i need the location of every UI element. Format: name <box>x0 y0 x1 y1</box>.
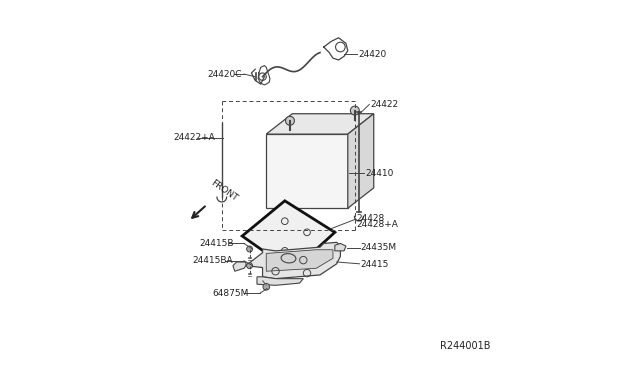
Text: 24415B: 24415B <box>200 239 234 248</box>
Text: 24428+A: 24428+A <box>356 221 398 230</box>
Polygon shape <box>266 250 333 271</box>
Polygon shape <box>242 201 335 271</box>
Text: 24428: 24428 <box>356 214 385 223</box>
Polygon shape <box>246 242 340 279</box>
Text: 24422+A: 24422+A <box>173 133 215 142</box>
Text: 24420C: 24420C <box>207 70 241 78</box>
Circle shape <box>350 106 359 115</box>
Text: 24420: 24420 <box>358 50 387 59</box>
Text: FRONT: FRONT <box>209 179 239 203</box>
Polygon shape <box>266 114 374 134</box>
Text: R244001B: R244001B <box>440 341 490 351</box>
Polygon shape <box>348 114 374 208</box>
Circle shape <box>285 116 294 125</box>
Text: 24435M: 24435M <box>361 243 397 252</box>
Circle shape <box>246 246 253 252</box>
Circle shape <box>263 283 269 290</box>
Polygon shape <box>257 277 303 285</box>
Text: 24422: 24422 <box>370 100 398 109</box>
Text: 24415BA: 24415BA <box>192 256 233 265</box>
Text: 24415: 24415 <box>361 260 389 269</box>
Polygon shape <box>335 243 346 251</box>
Circle shape <box>246 263 253 269</box>
Polygon shape <box>233 262 246 271</box>
Text: 64875M: 64875M <box>212 289 249 298</box>
Text: 24410: 24410 <box>365 169 394 177</box>
Polygon shape <box>266 134 348 208</box>
